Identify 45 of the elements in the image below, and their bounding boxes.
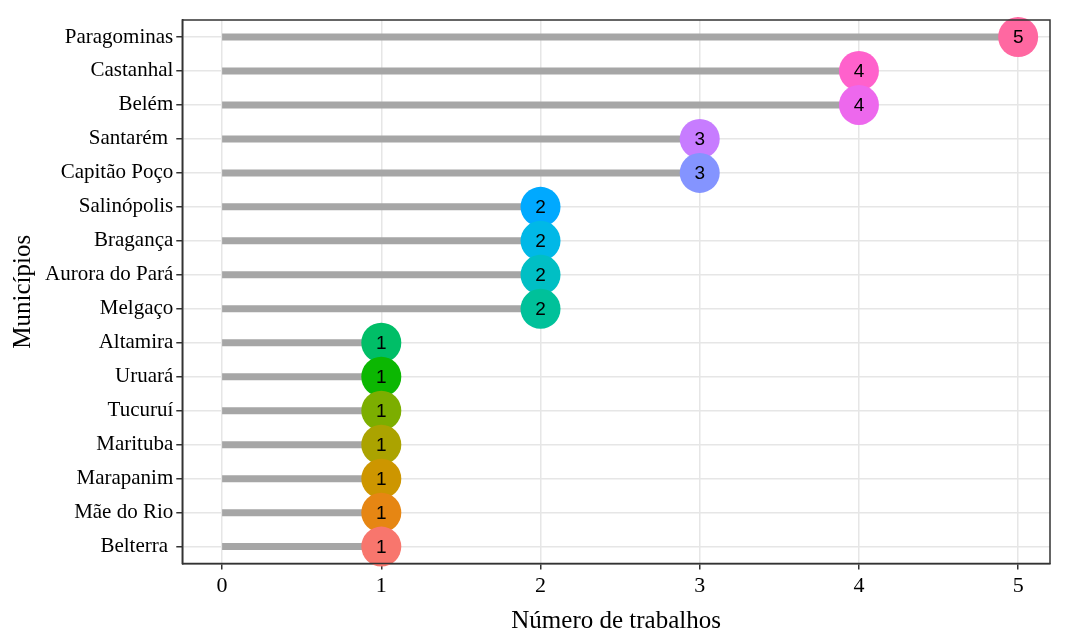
y-tick-label: Marapanim bbox=[76, 465, 174, 490]
data-label: 2 bbox=[535, 264, 546, 286]
x-tick-label: 2 bbox=[535, 571, 547, 597]
y-tick-label: Belém bbox=[118, 91, 174, 116]
y-tick-label: Castanhal bbox=[90, 57, 174, 82]
x-tick-label: 1 bbox=[375, 571, 387, 597]
x-axis-title: Número de trabalhos bbox=[511, 605, 721, 633]
data-label: 1 bbox=[376, 399, 387, 421]
data-label: 4 bbox=[853, 60, 865, 82]
y-tick-label: Altamira bbox=[98, 329, 174, 354]
data-label: 5 bbox=[1012, 26, 1024, 48]
y-tick-label: Uruará bbox=[114, 363, 174, 388]
point bbox=[838, 84, 879, 125]
data-label: 4 bbox=[853, 94, 865, 116]
y-tick-label: Belterra bbox=[100, 533, 174, 558]
data-label: 1 bbox=[376, 501, 387, 523]
data-label: 1 bbox=[376, 467, 387, 489]
data-label: 1 bbox=[376, 365, 387, 387]
data-label: 1 bbox=[376, 535, 387, 557]
y-tick-label: Marituba bbox=[96, 431, 174, 456]
y-tick-label: Melgaço bbox=[99, 295, 174, 320]
y-tick-label: Bragança bbox=[93, 227, 174, 252]
data-label: 1 bbox=[376, 433, 387, 455]
y-tick-label: Tucuruí bbox=[107, 397, 174, 422]
y-tick-label: Mãe do Rio bbox=[74, 499, 174, 524]
y-tick-label: Salinópolis bbox=[78, 193, 174, 218]
y-axis-title: Municípios bbox=[7, 234, 35, 349]
data-label: 1 bbox=[376, 332, 387, 353]
point bbox=[361, 526, 402, 567]
data-label: 2 bbox=[535, 230, 546, 252]
x-tick-label: 5 bbox=[1012, 571, 1024, 597]
point bbox=[998, 16, 1039, 57]
y-tick-label: Santarém bbox=[88, 125, 174, 150]
y-tick-label: Capitão Poço bbox=[60, 159, 174, 184]
x-tick-label: 3 bbox=[694, 571, 706, 597]
data-label: 3 bbox=[694, 128, 706, 150]
point bbox=[520, 288, 561, 329]
y-tick-label: Paragominas bbox=[64, 23, 174, 48]
data-label: 2 bbox=[535, 298, 546, 320]
y-tick-label: Aurora do Pará bbox=[44, 261, 174, 286]
data-label: 3 bbox=[694, 162, 706, 184]
point bbox=[679, 152, 720, 193]
data-label: 2 bbox=[535, 196, 546, 218]
x-tick-label: 4 bbox=[853, 571, 865, 597]
x-tick-label: 0 bbox=[216, 571, 228, 597]
